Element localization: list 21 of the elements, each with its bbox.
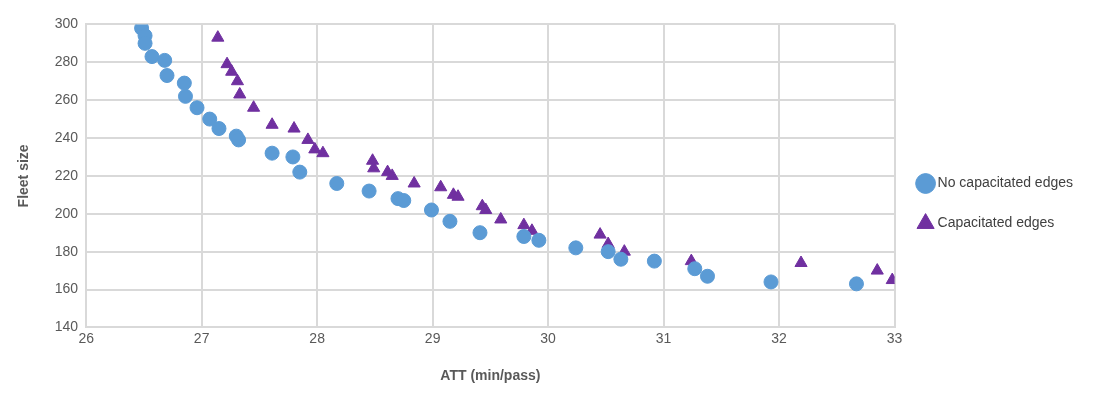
x-tick-label: 31 [655, 329, 672, 346]
y-tick-label: 280 [54, 53, 79, 70]
y-tick-label: 140 [54, 318, 79, 335]
legend-label: Capacitated edges [937, 214, 1055, 231]
y-tick-label: 260 [54, 91, 79, 108]
x-tick-label: 33 [886, 329, 903, 346]
x-tick-label: 30 [540, 329, 557, 346]
y-tick-label: 200 [54, 204, 79, 221]
x-tick-label: 26 [78, 329, 95, 346]
y-tick-label: 220 [54, 166, 79, 183]
y-tick-label: 180 [54, 242, 79, 259]
y-tick-label: 160 [54, 280, 79, 297]
y-axis-title: Fleet size [15, 144, 32, 208]
y-tick-label: 240 [54, 128, 79, 145]
x-tick-label: 27 [193, 329, 210, 346]
x-tick-label: 32 [771, 329, 788, 346]
x-tick-label: 28 [309, 329, 326, 346]
x-axis-title: ATT (min/pass) [440, 367, 541, 384]
y-tick-label: 300 [54, 15, 79, 32]
legend-label: No capacitated edges [937, 174, 1074, 191]
x-tick-label: 29 [424, 329, 441, 346]
